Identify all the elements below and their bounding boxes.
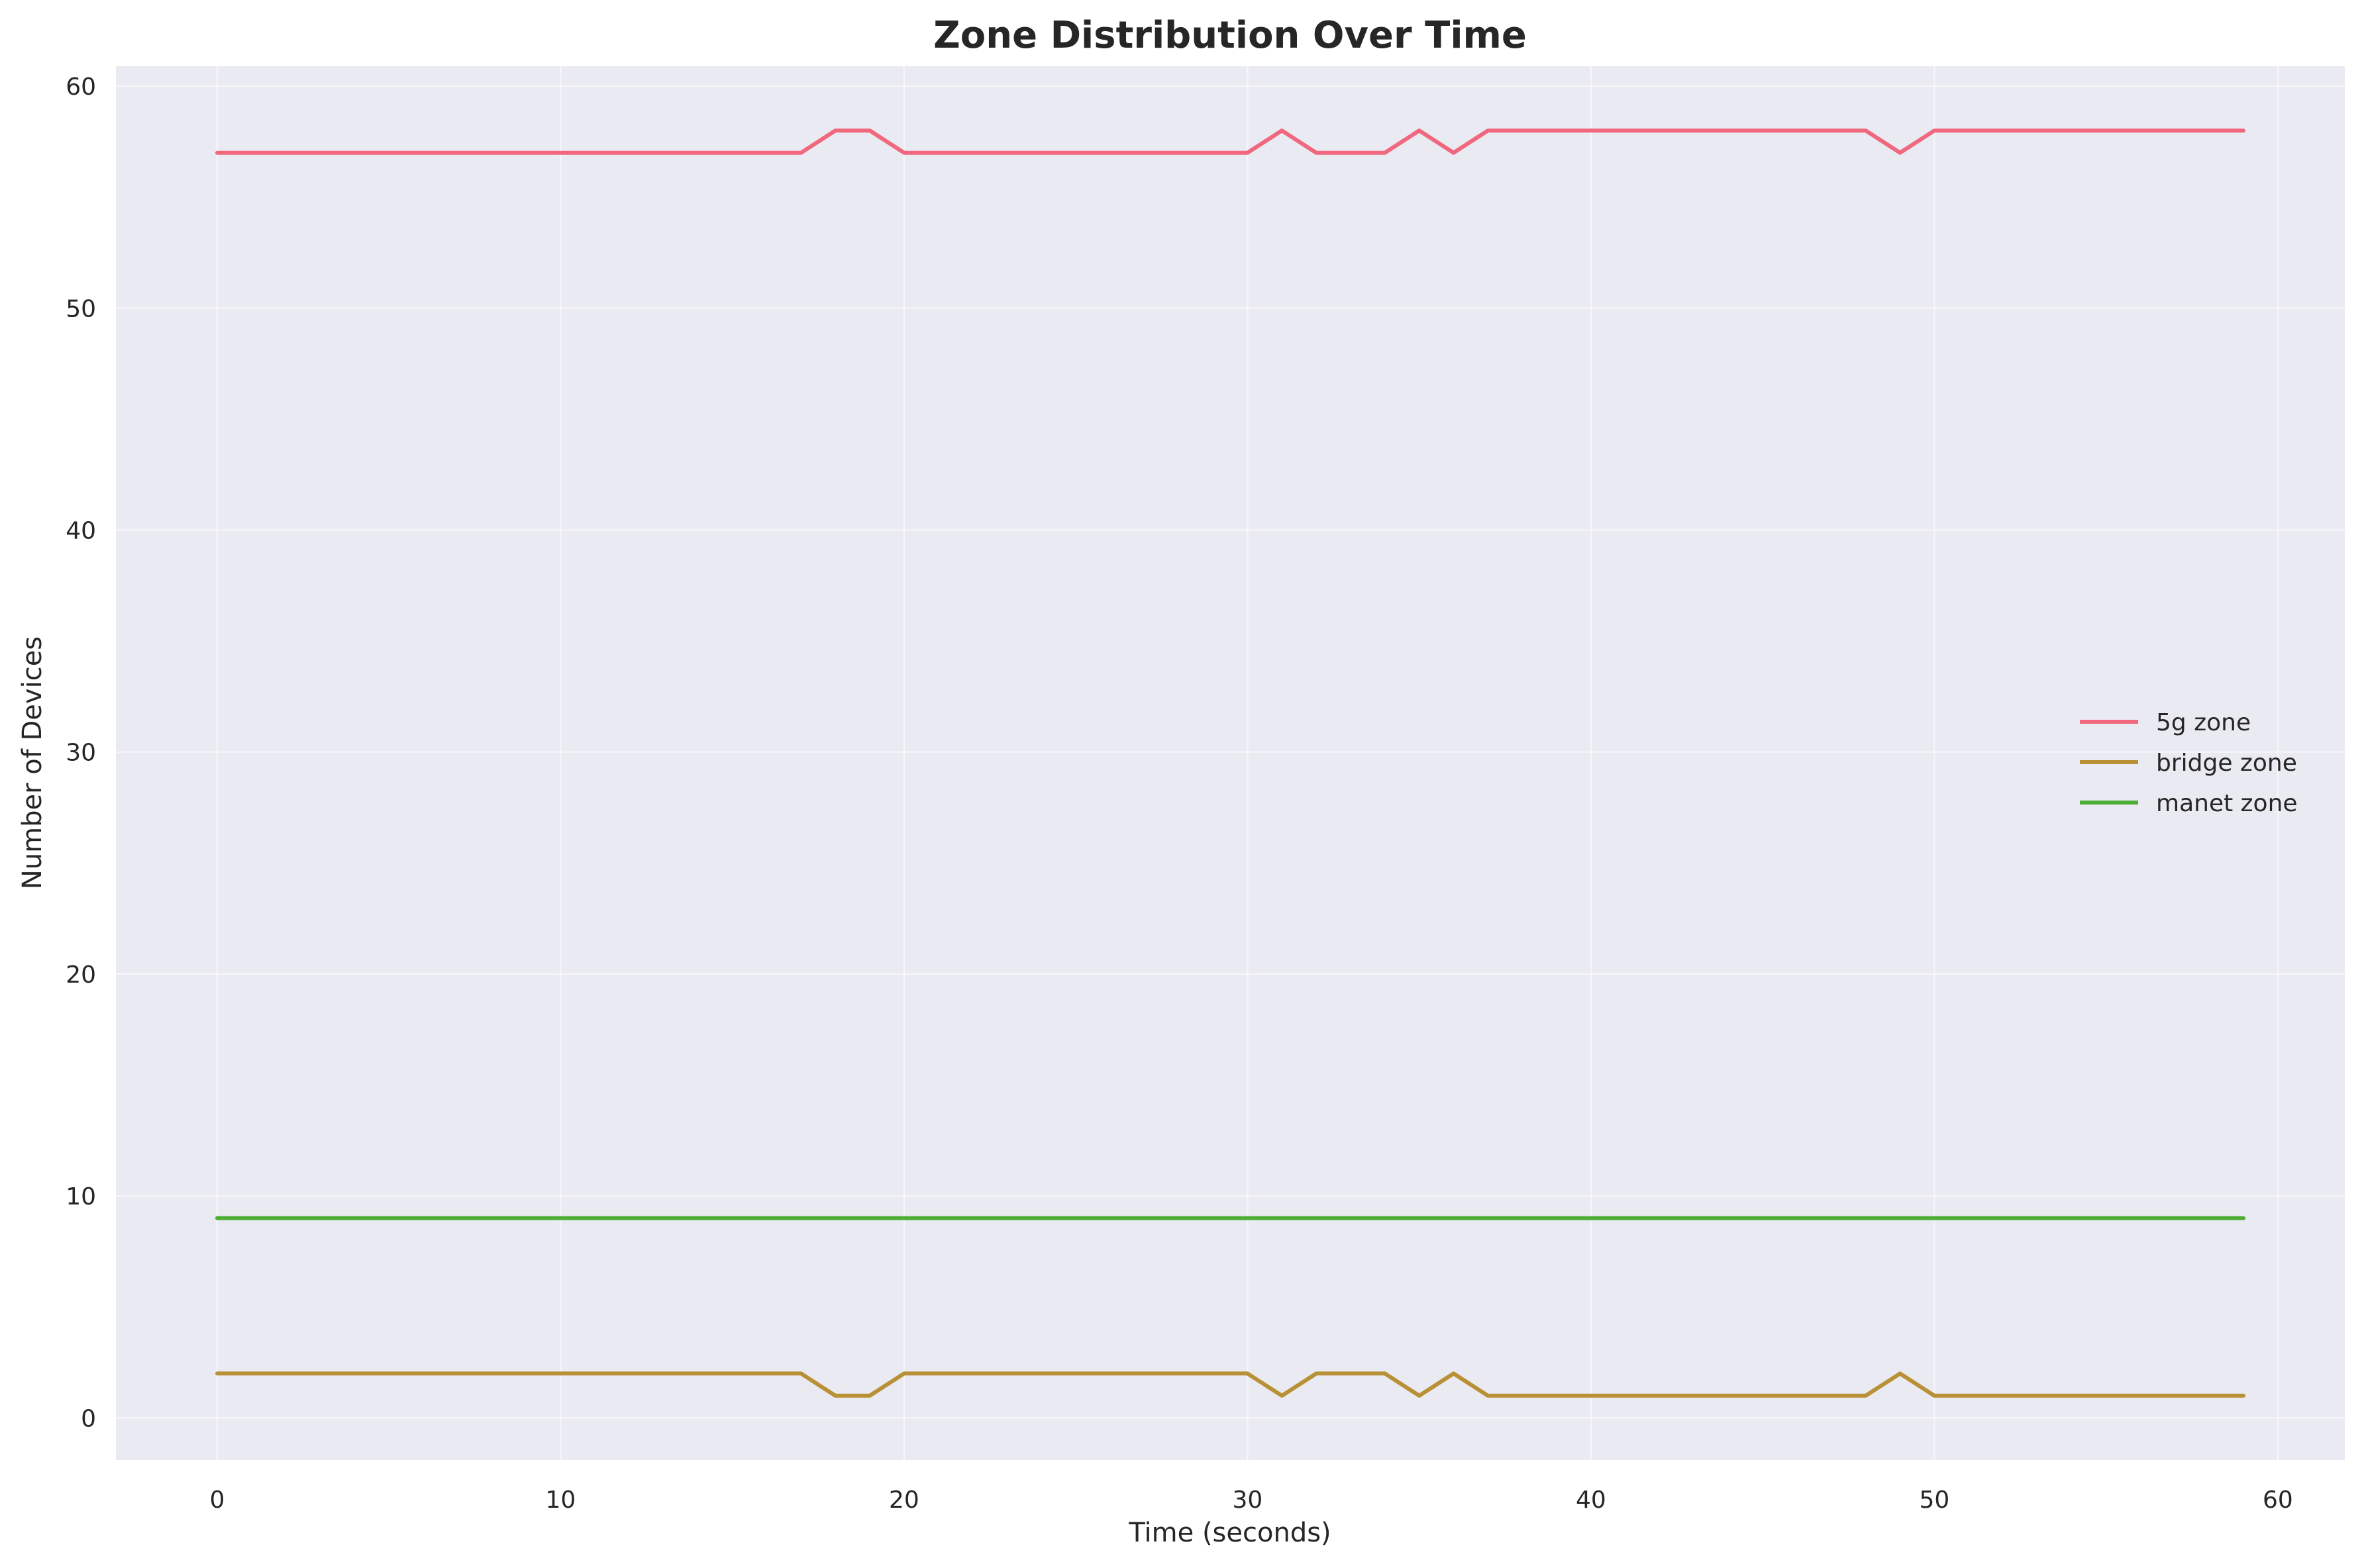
legend-label: 5g zone (2156, 709, 2251, 736)
x-tick-label: 10 (546, 1487, 576, 1514)
legend: 5g zone bridge zone manet zone (2080, 709, 2298, 817)
y-axis-label: Number of Devices (17, 636, 48, 889)
y-tick-label: 50 (66, 295, 96, 322)
series-line-5g-zone (215, 128, 2245, 155)
x-tick-label: 20 (889, 1487, 919, 1514)
y-tick-label: 60 (66, 74, 96, 101)
x-tick-label: 30 (1233, 1487, 1263, 1514)
x-axis-ticks: 0 10 20 30 40 50 60 (210, 1487, 2293, 1514)
x-tick-label: 40 (1576, 1487, 1606, 1514)
legend-label: bridge zone (2156, 750, 2297, 777)
grid-lines (116, 66, 2345, 1460)
series-line-bridge-zone (215, 1371, 2245, 1398)
y-axis-ticks: 0 10 20 30 40 50 60 (66, 74, 96, 1432)
chart-title: Zone Distribution Over Time (933, 14, 1527, 57)
y-tick-label: 20 (66, 961, 96, 989)
plot-area (116, 66, 2345, 1460)
y-tick-label: 40 (66, 518, 96, 545)
y-tick-label: 10 (66, 1183, 96, 1210)
y-tick-label: 30 (66, 740, 96, 767)
y-tick-label: 0 (81, 1405, 96, 1432)
series-lines (215, 128, 2245, 1398)
x-axis-label: Time (seconds) (1128, 1518, 1331, 1548)
x-tick-label: 60 (2263, 1487, 2293, 1514)
x-tick-label: 0 (210, 1487, 225, 1514)
x-tick-label: 50 (1919, 1487, 1949, 1514)
legend-label: manet zone (2156, 790, 2298, 817)
